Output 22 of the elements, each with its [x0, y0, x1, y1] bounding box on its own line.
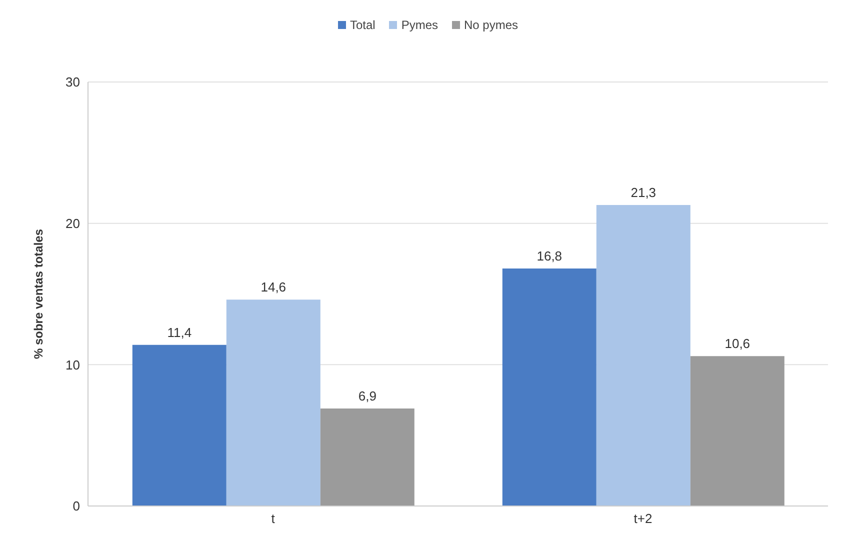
data-label: 10,6	[724, 336, 750, 352]
data-label: 6,9	[358, 388, 376, 404]
legend-label: Pymes	[400, 18, 438, 32]
legend-label: No pymes	[463, 18, 518, 32]
bar	[226, 300, 320, 506]
data-label: 14,6	[260, 280, 286, 295]
y-tick-label: 0	[72, 498, 80, 514]
y-tick-label: 10	[66, 357, 80, 372]
data-label: 16,8	[536, 248, 562, 264]
x-tick-label: t	[271, 511, 276, 526]
data-label: 21,3	[630, 184, 656, 200]
bar	[132, 344, 226, 506]
bar	[320, 408, 414, 506]
y-axis-title: % sobre ventas totales	[31, 228, 46, 360]
legend-label: Total	[348, 18, 376, 32]
bar	[690, 356, 784, 506]
x-tick-label: t+2	[634, 511, 652, 526]
y-tick-label: 30	[66, 74, 80, 90]
bar	[502, 268, 596, 506]
data-label: 11,4	[167, 324, 192, 340]
y-tick-label: 20	[66, 216, 80, 231]
bar	[596, 204, 690, 506]
